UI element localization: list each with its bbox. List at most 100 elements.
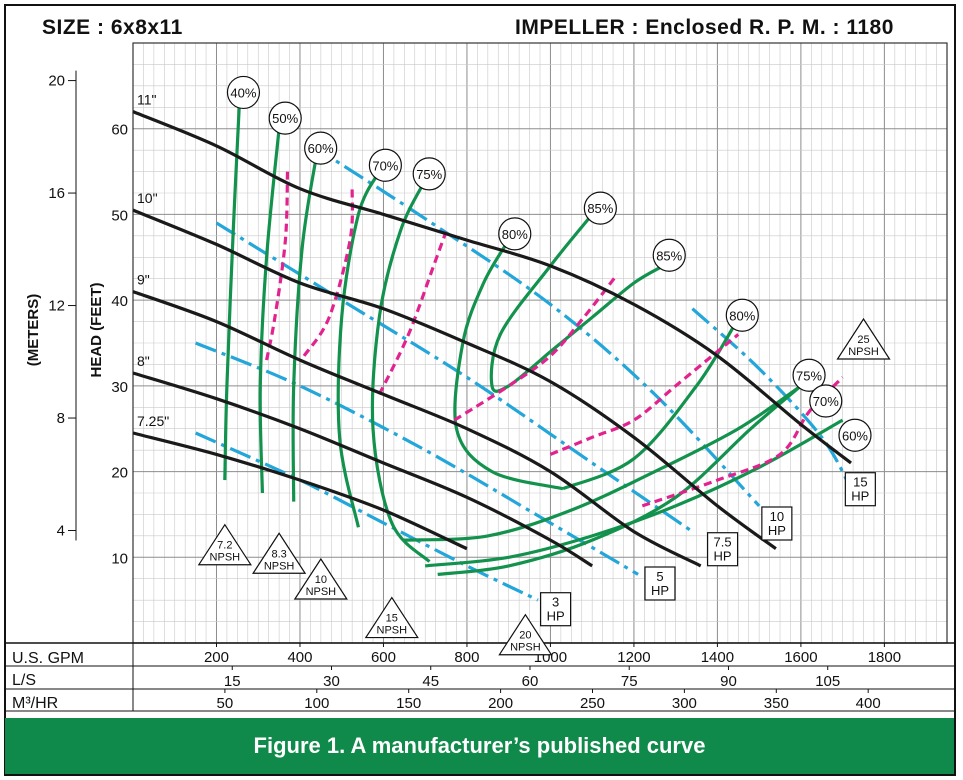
- y-tick-feet: 60: [111, 122, 128, 139]
- x-tick-m3hr: 100: [304, 695, 329, 712]
- npsh-curve: [453, 273, 619, 422]
- y-tick-feet: 20: [111, 465, 128, 482]
- hp-label-unit: HP: [547, 609, 565, 624]
- impeller-label: 10": [137, 190, 158, 206]
- x-tick-gpm: 200: [204, 649, 229, 666]
- efficiency-label: 70%: [372, 158, 398, 173]
- efficiency-label: 75%: [796, 368, 822, 383]
- efficiency-label: 80%: [729, 308, 755, 323]
- efficiency-bubble: [583, 191, 617, 225]
- x-tick-ls: 15: [224, 673, 241, 690]
- efficiency-bubble: [792, 358, 826, 392]
- impeller-curve: [132, 208, 777, 550]
- efficiency-label: 70%: [813, 394, 839, 409]
- y-axis-title-meters: (METERS): [25, 294, 42, 367]
- npsh-curve: [377, 231, 448, 396]
- x-tick-m3hr: 150: [396, 695, 421, 712]
- x-tick-ls: 60: [522, 673, 539, 690]
- figure-caption: Figure 1. A manufacturer’s published cur…: [5, 718, 954, 774]
- efficiency-bubble: [226, 75, 261, 110]
- impeller-label: 11": [137, 92, 157, 108]
- efficiency-label: 60%: [842, 428, 868, 443]
- efficiency-bubble: [304, 131, 338, 165]
- x-tick-gpm: 1600: [784, 649, 817, 666]
- npsh-triangle: [251, 532, 307, 574]
- npsh-label-unit: NPSH: [377, 625, 408, 637]
- hp-box: [706, 532, 739, 567]
- efficiency-label: 50%: [272, 111, 298, 126]
- npsh-curve: [302, 188, 355, 357]
- hp-label-value: 5: [656, 569, 663, 584]
- impeller-curve: [132, 110, 852, 465]
- efficiency-curve: [258, 128, 281, 494]
- npsh-triangle: [364, 596, 419, 639]
- x-tick-m3hr: 350: [764, 695, 789, 712]
- x-tick-ls: 90: [720, 673, 737, 690]
- efficiency-curve: [453, 239, 564, 491]
- hp-box: [644, 566, 676, 601]
- impeller-curve: [132, 290, 702, 568]
- efficiency-bubble: [498, 217, 532, 251]
- impeller-header: IMPELLER : Enclosed R. P. M. : 1180: [515, 16, 894, 39]
- npsh-triangle: [293, 557, 348, 600]
- hp-box: [844, 472, 876, 507]
- npsh-label-unit: NPSH: [210, 552, 241, 564]
- npsh-label-value: 20: [519, 630, 531, 642]
- npsh-label-unit: NPSH: [306, 586, 337, 598]
- hp-curve: [311, 144, 761, 507]
- efficiency-bubble: [725, 298, 759, 332]
- efficiency-curve: [291, 154, 319, 502]
- x-tick-gpm: 600: [371, 649, 396, 666]
- y-axis-title-feet: HEAD (FEET): [88, 283, 105, 378]
- efficiency-label: 80%: [502, 227, 528, 242]
- hp-curve: [194, 431, 539, 602]
- x-tick-m3hr: 250: [580, 695, 605, 712]
- efficiency-curve: [404, 384, 802, 542]
- x-tick-ls: 45: [422, 673, 439, 690]
- efficiency-bubble: [838, 418, 872, 452]
- x-tick-gpm: 1800: [868, 649, 901, 666]
- hp-box: [540, 592, 572, 627]
- y-tick-feet: 10: [111, 550, 128, 567]
- npsh-label-unit: NPSH: [510, 642, 541, 654]
- hp-box: [761, 506, 793, 541]
- y-tick-feet: 30: [111, 379, 128, 396]
- impeller-label: 8": [137, 353, 150, 369]
- x-tick-m3hr: 400: [856, 695, 881, 712]
- efficiency-bubble: [412, 157, 446, 191]
- npsh-label-value: 25: [857, 334, 869, 346]
- efficiency-curve: [549, 264, 664, 353]
- hp-label-unit: HP: [768, 523, 786, 538]
- y-tick-feet: 50: [111, 207, 128, 224]
- x-tick-m3hr: 50: [217, 695, 234, 712]
- npsh-triangle: [498, 613, 553, 656]
- efficiency-bubble: [368, 148, 402, 182]
- x-tick-m3hr: 300: [672, 695, 697, 712]
- hp-label-value: 3: [552, 595, 559, 610]
- efficiency-bubble: [809, 384, 843, 418]
- npsh-label-value: 8.3: [271, 548, 286, 560]
- y-tick-meters: 16: [48, 185, 65, 202]
- x-tick-ls: 105: [815, 673, 840, 690]
- npsh-label-unit: NPSH: [848, 346, 879, 358]
- efficiency-bubble: [268, 101, 302, 135]
- y-tick-meters: 12: [48, 298, 65, 315]
- npsh-label-value: 7.2: [217, 540, 232, 552]
- y-tick-meters: 20: [48, 73, 65, 90]
- efficiency-curve: [336, 170, 381, 528]
- efficiency-label: 85%: [587, 201, 613, 216]
- efficiency-bubble: [652, 238, 686, 272]
- impeller-curve: [132, 371, 594, 568]
- x-tick-ls: 30: [323, 673, 340, 690]
- hp-label-unit: HP: [714, 549, 732, 564]
- hp-curve: [215, 221, 694, 533]
- x-axis-title-gpm: U.S. GPM: [12, 650, 84, 667]
- x-tick-gpm: 1200: [617, 649, 650, 666]
- efficiency-label: 85%: [656, 248, 682, 263]
- size-header: SIZE : 6x8x11: [42, 16, 183, 39]
- npsh-label-value: 15: [386, 613, 398, 625]
- npsh-triangle: [197, 523, 252, 566]
- impeller-curve: [132, 431, 468, 551]
- npsh-label-value: 10: [315, 574, 327, 586]
- npsh-curve: [549, 333, 740, 456]
